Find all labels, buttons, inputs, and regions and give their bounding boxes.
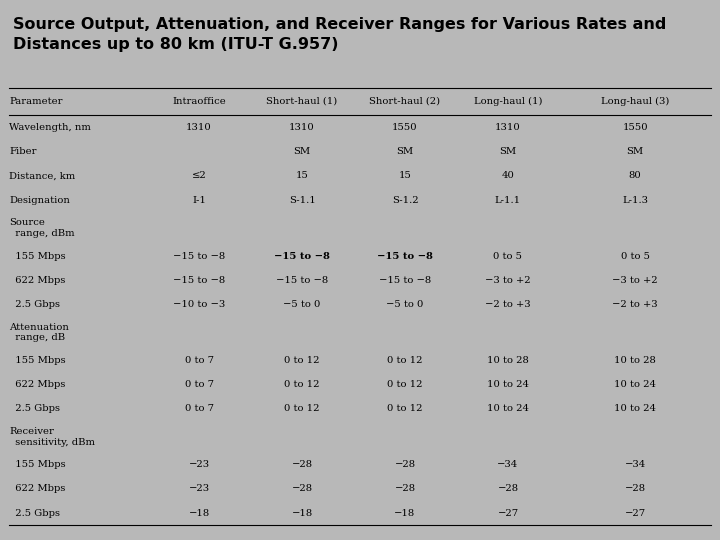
Text: −3 to +2: −3 to +2 [485,276,531,285]
Text: 2.5 Gbps: 2.5 Gbps [9,509,60,517]
Text: Attenuation
  range, dB: Attenuation range, dB [9,322,69,342]
Text: −34: −34 [498,460,518,469]
Text: −15 to −8: −15 to −8 [173,252,225,261]
Text: 0 to 12: 0 to 12 [284,380,320,389]
Text: −15 to −8: −15 to −8 [377,252,433,261]
Text: 0 to 7: 0 to 7 [184,356,214,365]
Text: 10 to 24: 10 to 24 [487,380,529,389]
Text: 622 Mbps: 622 Mbps [9,484,66,494]
Text: L-1.3: L-1.3 [622,195,648,205]
Text: SM: SM [397,147,413,156]
Text: 10 to 28: 10 to 28 [487,356,529,365]
Text: Receiver
  sensitivity, dBm: Receiver sensitivity, dBm [9,427,95,447]
Text: 0 to 12: 0 to 12 [284,404,320,413]
Text: 0 to 12: 0 to 12 [387,404,423,413]
Text: 0 to 5: 0 to 5 [493,252,523,261]
Text: −15 to −8: −15 to −8 [274,252,330,261]
Text: −28: −28 [292,484,312,494]
Text: S-1.1: S-1.1 [289,195,315,205]
Text: −2 to +3: −2 to +3 [612,300,658,309]
Text: Long-haul (1): Long-haul (1) [474,97,542,106]
Text: −3 to +2: −3 to +2 [612,276,658,285]
Text: I-1: I-1 [192,195,206,205]
Text: 0 to 7: 0 to 7 [184,404,214,413]
Text: −28: −28 [292,460,312,469]
Text: 2.5 Gbps: 2.5 Gbps [9,300,60,309]
Text: Short-haul (1): Short-haul (1) [266,97,338,106]
Text: −28: −28 [498,484,518,494]
Text: −2 to +3: −2 to +3 [485,300,531,309]
Text: Source Output, Attenuation, and Receiver Ranges for Various Rates and
Distances : Source Output, Attenuation, and Receiver… [13,17,666,52]
Text: 1310: 1310 [186,123,212,132]
Text: 155 Mbps: 155 Mbps [9,356,66,365]
Text: Wavelength, nm: Wavelength, nm [9,123,91,132]
Text: 0 to 12: 0 to 12 [387,356,423,365]
Text: 1310: 1310 [289,123,315,132]
Text: −15 to −8: −15 to −8 [379,276,431,285]
Text: SM: SM [626,147,644,156]
Text: 1310: 1310 [495,123,521,132]
Text: Distance, km: Distance, km [9,172,76,180]
Text: 1550: 1550 [622,123,648,132]
Text: −18: −18 [189,509,210,517]
Text: Long-haul (3): Long-haul (3) [601,97,669,106]
Text: −5 to 0: −5 to 0 [387,300,423,309]
Text: Parameter: Parameter [9,97,63,106]
Text: 2.5 Gbps: 2.5 Gbps [9,404,60,413]
Text: −18: −18 [292,509,312,517]
Text: −27: −27 [624,509,646,517]
Text: 155 Mbps: 155 Mbps [9,252,66,261]
Text: −34: −34 [624,460,646,469]
Text: 10 to 28: 10 to 28 [614,356,656,365]
Text: 10 to 24: 10 to 24 [614,380,656,389]
Text: −10 to −3: −10 to −3 [173,300,225,309]
Text: Short-haul (2): Short-haul (2) [369,97,441,106]
Text: 0 to 7: 0 to 7 [184,380,214,389]
Text: −15 to −8: −15 to −8 [173,276,225,285]
Text: 155 Mbps: 155 Mbps [9,460,66,469]
Text: −23: −23 [189,460,210,469]
Text: 40: 40 [502,172,514,180]
Text: −27: −27 [498,509,518,517]
Text: −28: −28 [624,484,646,494]
Text: 0 to 5: 0 to 5 [621,252,649,261]
Text: 15: 15 [296,172,308,180]
Text: Intraoffice: Intraoffice [172,97,226,106]
Text: Fiber: Fiber [9,147,37,156]
Text: L-1.1: L-1.1 [495,195,521,205]
Text: −28: −28 [395,484,415,494]
Text: 10 to 24: 10 to 24 [614,404,656,413]
Text: Designation: Designation [9,195,71,205]
Text: SM: SM [294,147,310,156]
Text: 1550: 1550 [392,123,418,132]
Text: −15 to −8: −15 to −8 [276,276,328,285]
Text: −18: −18 [395,509,415,517]
Text: 10 to 24: 10 to 24 [487,404,529,413]
Text: 80: 80 [629,172,642,180]
Text: ≤2: ≤2 [192,172,207,180]
Text: 0 to 12: 0 to 12 [284,356,320,365]
Text: −5 to 0: −5 to 0 [284,300,320,309]
Text: 0 to 12: 0 to 12 [387,380,423,389]
Text: S-1.2: S-1.2 [392,195,418,205]
Text: −28: −28 [395,460,415,469]
Text: SM: SM [500,147,516,156]
Text: 622 Mbps: 622 Mbps [9,276,66,285]
Text: 15: 15 [399,172,411,180]
Text: −23: −23 [189,484,210,494]
Text: Source
  range, dBm: Source range, dBm [9,218,75,238]
Text: 622 Mbps: 622 Mbps [9,380,66,389]
